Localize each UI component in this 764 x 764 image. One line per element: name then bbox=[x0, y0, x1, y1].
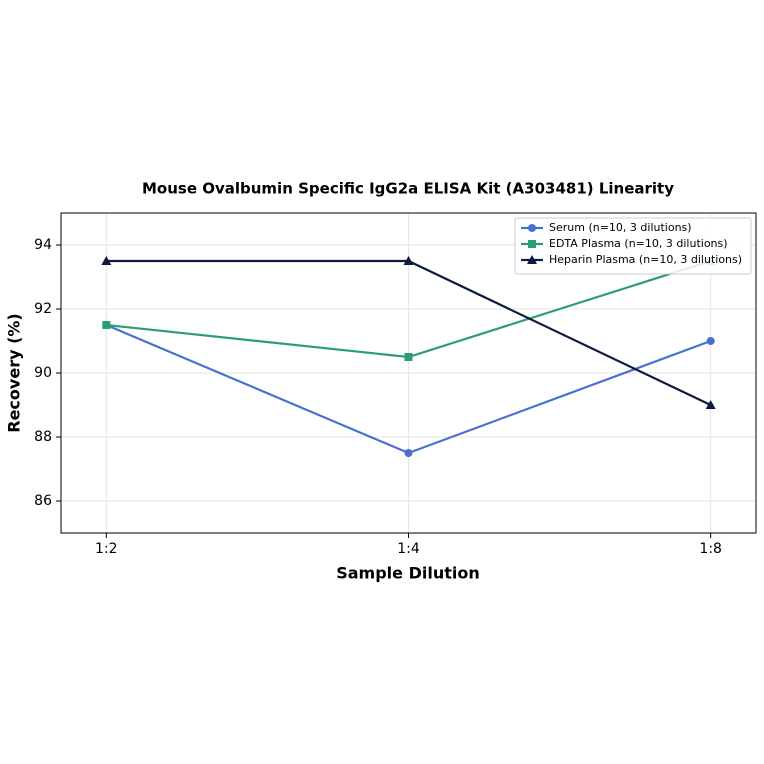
marker bbox=[403, 256, 414, 265]
x-tick-label: 1:4 bbox=[397, 541, 420, 557]
x-axis-label: Sample Dilution bbox=[336, 564, 480, 583]
y-tick-label: 86 bbox=[34, 493, 52, 509]
y-axis-label: Recovery (%) bbox=[5, 313, 24, 432]
y-tick-label: 90 bbox=[34, 365, 52, 381]
plot-frame bbox=[60, 212, 757, 534]
marker bbox=[705, 400, 716, 409]
marker bbox=[528, 240, 536, 248]
legend-box bbox=[514, 217, 752, 275]
marker bbox=[706, 337, 715, 345]
legend-label: Serum (n=10, 3 dilutions) bbox=[549, 221, 692, 234]
y-tick-label: 92 bbox=[34, 301, 52, 317]
chart-title: Mouse Ovalbumin Specific IgG2a ELISA Kit… bbox=[142, 180, 674, 198]
marker bbox=[527, 255, 537, 264]
x-tick-label: 1:8 bbox=[699, 541, 722, 557]
marker bbox=[101, 256, 112, 265]
legend-label: EDTA Plasma (n=10, 3 dilutions) bbox=[549, 237, 728, 250]
y-tick-label: 94 bbox=[34, 237, 52, 253]
marker bbox=[528, 224, 536, 232]
marker bbox=[404, 449, 413, 457]
legend-label: Heparin Plasma (n=10, 3 dilutions) bbox=[549, 253, 742, 266]
y-tick-label: 88 bbox=[34, 429, 52, 445]
marker bbox=[102, 321, 111, 329]
marker bbox=[404, 353, 413, 361]
x-tick-label: 1:2 bbox=[95, 541, 118, 557]
